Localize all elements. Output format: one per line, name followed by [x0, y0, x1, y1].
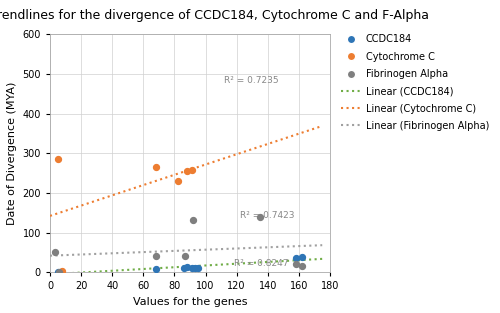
Point	[58, 268, 66, 273]
Point	[188, 167, 196, 172]
Point	[292, 256, 300, 261]
Point	[180, 266, 188, 271]
Point	[174, 179, 182, 184]
Point	[298, 255, 306, 260]
Text: Trendlines for the divergence of CCDC184, Cytochrome C and F-Alpha: Trendlines for the divergence of CCDC184…	[0, 9, 429, 23]
Text: R² = 0.7235: R² = 0.7235	[224, 76, 279, 85]
Point	[54, 269, 62, 274]
Point	[54, 157, 62, 162]
Point	[152, 165, 160, 170]
Point	[189, 218, 197, 223]
Point	[292, 261, 300, 266]
Point	[182, 254, 190, 259]
Point	[183, 169, 191, 174]
Point	[56, 269, 64, 274]
Point	[256, 214, 264, 219]
Point	[190, 265, 198, 270]
Point	[57, 269, 65, 275]
X-axis label: Values for the genes: Values for the genes	[133, 297, 247, 307]
Point	[188, 266, 196, 271]
Point	[50, 250, 58, 255]
Point	[194, 265, 202, 270]
Point	[152, 267, 160, 272]
Point	[183, 265, 191, 270]
Text: R² = 0.8247: R² = 0.8247	[234, 259, 288, 268]
Legend: CCDC184, Cytochrome C, Fibrinogen Alpha, Linear (CCDC184), Linear (Cytochrome C): CCDC184, Cytochrome C, Fibrinogen Alpha,…	[341, 34, 489, 131]
Point	[152, 253, 160, 258]
Text: R² = 0.7423: R² = 0.7423	[240, 211, 294, 220]
Y-axis label: Date of Divergence (MYA): Date of Divergence (MYA)	[7, 82, 17, 225]
Point	[298, 264, 306, 269]
